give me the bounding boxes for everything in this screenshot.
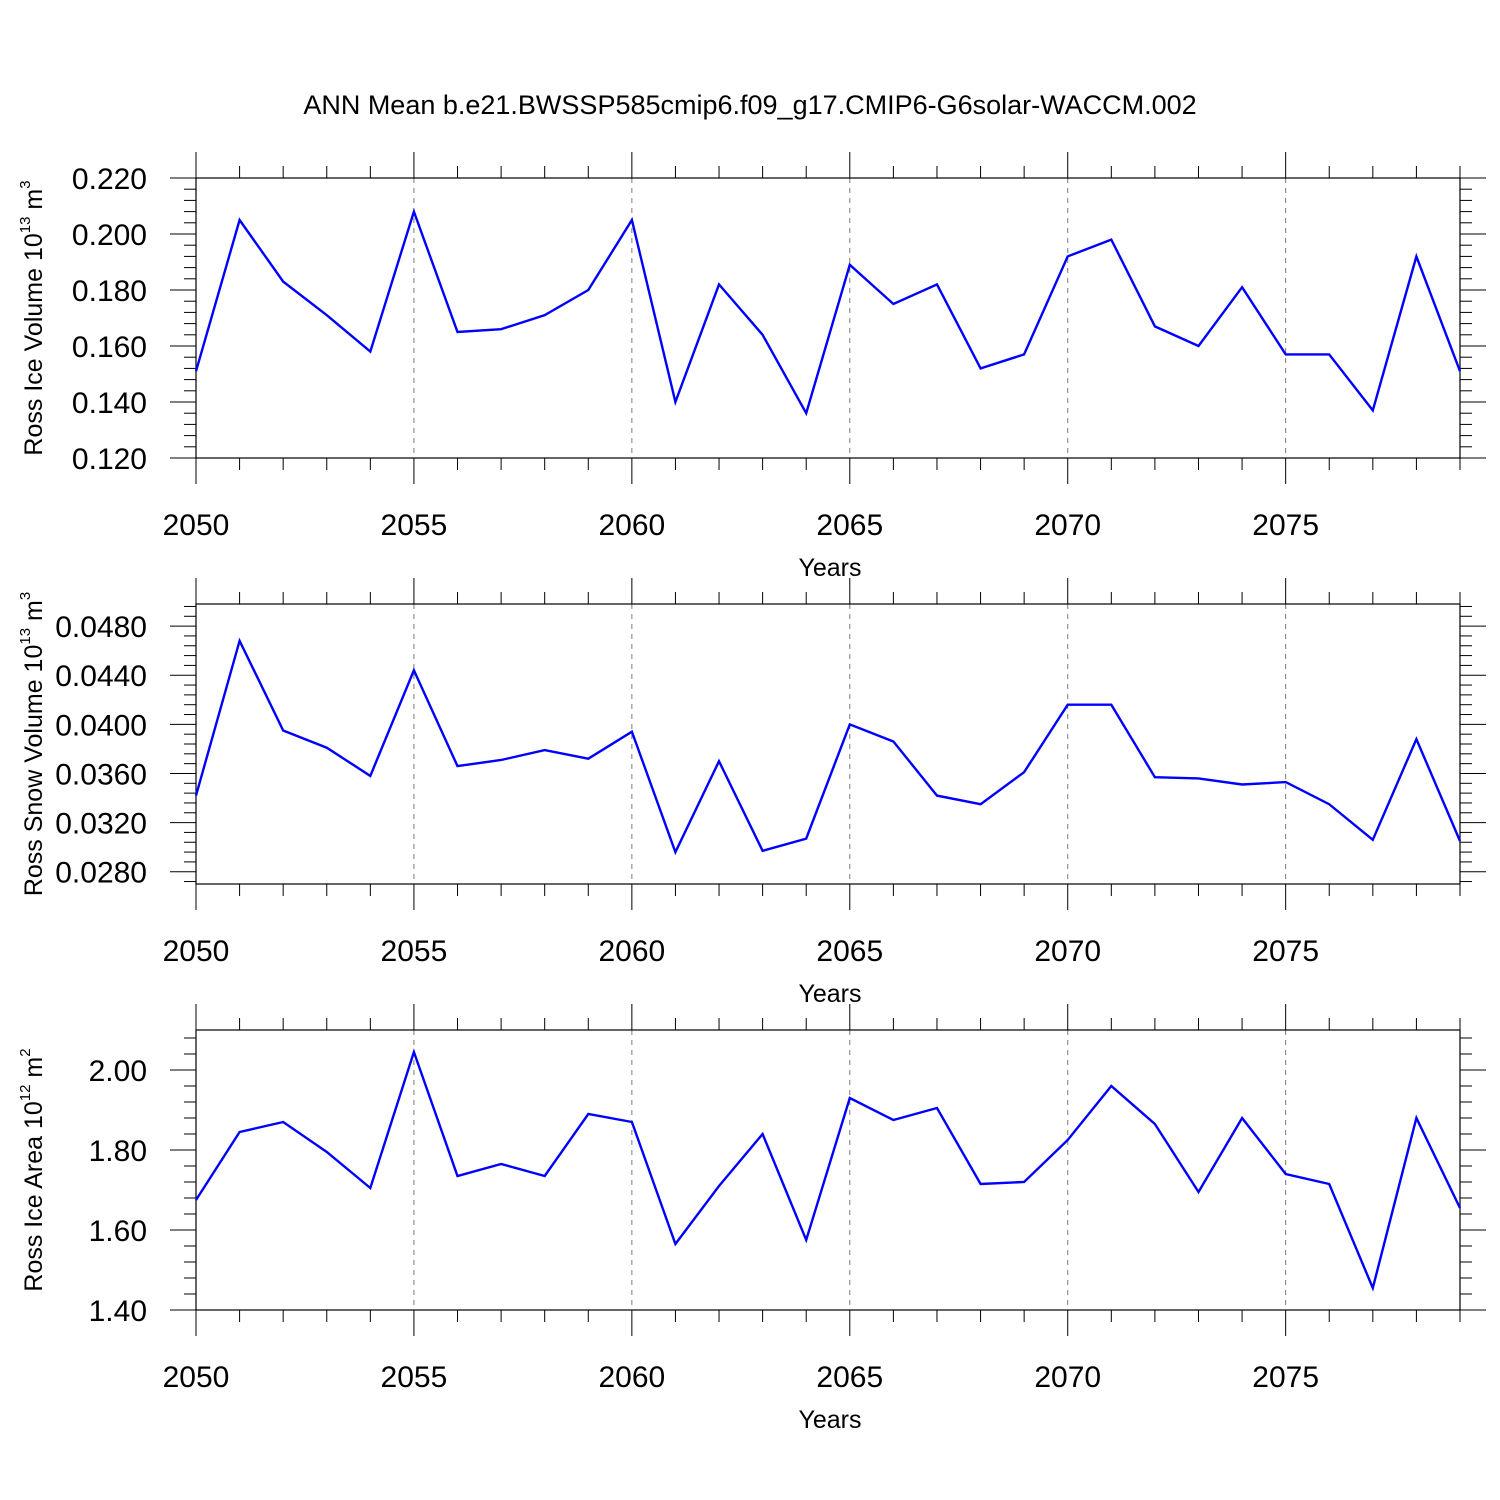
y-axis-label-ylabel-unit: m xyxy=(20,189,48,217)
series-line xyxy=(194,207,1462,417)
plot-frame xyxy=(195,177,1461,459)
y-axis-label: Ross Ice Volume 1013 m3 xyxy=(17,180,48,455)
y-tick-label: 0.180 xyxy=(72,275,147,308)
y-axis-label-ylabel-sup: 12 xyxy=(17,1085,34,1102)
x-tick-label: 2055 xyxy=(381,1361,448,1394)
x-tick-label: 2050 xyxy=(163,935,230,968)
x-tick-label: 2070 xyxy=(1034,509,1101,542)
series-line xyxy=(194,1048,1462,1292)
y-axis-label-ylabel-unit: m xyxy=(20,600,48,628)
y-axis-label-ylabel-unit-sup: 3 xyxy=(17,180,34,188)
x-tick-label: 2050 xyxy=(163,1361,230,1394)
series-line xyxy=(194,637,1462,856)
x-axis-label: Years xyxy=(798,980,861,1008)
x-tick-label: 2075 xyxy=(1252,1361,1319,1394)
x-tick-label: 2065 xyxy=(816,1361,883,1394)
y-axis-label-ylabel: Ross Snow Volume 10 xyxy=(20,645,48,897)
x-tick-label: 2055 xyxy=(381,935,448,968)
y-tick-label: 0.0280 xyxy=(55,857,147,890)
x-axis-label: Years xyxy=(798,554,861,582)
y-tick-label: 0.0360 xyxy=(55,758,147,791)
y-tick-label: 0.160 xyxy=(72,331,147,364)
panel-ross-snow-volume: 2050 2055 2060 2065 2070 2075 0.0280 0.0320 0.03… xyxy=(17,578,1486,1008)
x-tick-label: 2075 xyxy=(1252,935,1319,968)
x-tick-label: 2070 xyxy=(1034,1361,1101,1394)
figure-title: ANN Mean b.e21.BWSSP585cmip6.f09_g17.CMI… xyxy=(303,90,1196,120)
y-tick-label: 0.120 xyxy=(72,443,147,476)
x-tick-label: 2065 xyxy=(816,509,883,542)
panel-ross-ice-volume: 2050 2055 2060 2065 2070 2075 0.120 0.140 0.160 0… xyxy=(17,152,1486,582)
y-tick-label: 0.200 xyxy=(72,219,147,252)
y-tick-label: 0.0400 xyxy=(55,709,147,742)
x-tick-label: 2050 xyxy=(163,509,230,542)
plot-frame xyxy=(195,1029,1461,1311)
y-tick-label: 1.80 xyxy=(89,1135,147,1168)
y-axis-label-ylabel-sup: 13 xyxy=(17,628,34,645)
x-tick-label: 2060 xyxy=(598,935,665,968)
y-tick-label: 0.220 xyxy=(72,163,147,196)
plot-frame xyxy=(195,603,1461,885)
y-tick-label: 0.140 xyxy=(72,387,147,420)
x-tick-label: 2075 xyxy=(1252,509,1319,542)
x-tick-label: 2060 xyxy=(598,509,665,542)
y-axis-label-ylabel: Ross Ice Area 10 xyxy=(20,1101,48,1291)
y-tick-label: 0.0320 xyxy=(55,808,147,841)
y-axis-label-ylabel-sup: 13 xyxy=(17,217,34,234)
x-axis-label: Years xyxy=(798,1406,861,1434)
x-tick-label: 2055 xyxy=(381,509,448,542)
y-axis-label-ylabel-unit: m xyxy=(20,1057,48,1085)
y-tick-label: 2.00 xyxy=(89,1055,147,1088)
y-tick-label: 0.0440 xyxy=(55,660,147,693)
y-axis-label: Ross Snow Volume 1013 m3 xyxy=(17,592,48,896)
y-axis-label: Ross Ice Area 1012 m2 xyxy=(17,1048,48,1291)
y-tick-label: 1.60 xyxy=(89,1215,147,1248)
y-tick-label: 1.40 xyxy=(89,1295,147,1328)
x-tick-label: 2065 xyxy=(816,935,883,968)
panel-ross-ice-area: 2050 2055 2060 2065 2070 2075 1.40 1.60 1.80 2.00… xyxy=(17,1004,1486,1434)
x-tick-label: 2070 xyxy=(1034,935,1101,968)
y-tick-label: 0.0480 xyxy=(55,611,147,644)
y-axis-label-ylabel: Ross Ice Volume 10 xyxy=(20,233,48,455)
x-tick-label: 2060 xyxy=(598,1361,665,1394)
y-axis-label-ylabel-unit-sup: 2 xyxy=(17,1048,34,1056)
y-axis-label-ylabel-unit-sup: 3 xyxy=(17,592,34,600)
